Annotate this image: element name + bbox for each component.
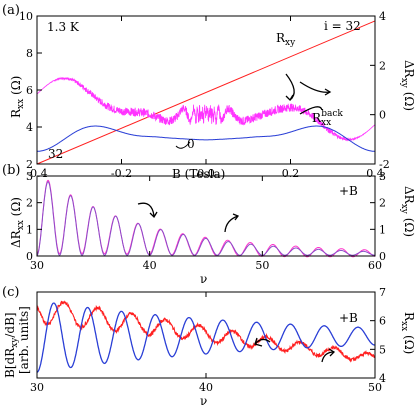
panel-c-ylabel-left-2: [arb. units] bbox=[17, 306, 31, 374]
y-tick-label-right: 5 bbox=[379, 343, 386, 356]
arrow-rxxback bbox=[299, 106, 323, 115]
panel-c-ticks: 30 40 504 5 6 7 bbox=[30, 286, 386, 394]
panel-c-field-tag: +B bbox=[339, 311, 358, 325]
y-tick-label-left: 3 bbox=[26, 170, 33, 183]
annotation-rxxback: Rxxback bbox=[312, 109, 343, 128]
series-rxx-c bbox=[36, 300, 376, 363]
panel-b-label: (b) bbox=[2, 163, 20, 178]
arrowhead-rxy bbox=[285, 94, 294, 102]
y-tick-label-left: 0 bbox=[26, 250, 33, 263]
panel-b-data bbox=[36, 179, 376, 258]
panel-b-xlabel: ν bbox=[200, 272, 207, 286]
arrowhead-b-right bbox=[232, 213, 240, 221]
annotation-i32: i = 32 bbox=[324, 19, 361, 33]
annotation-rxy: Rxy bbox=[276, 31, 296, 48]
y-tick-label-left: 2 bbox=[26, 158, 33, 171]
arrow-zero bbox=[175, 141, 191, 149]
x-tick-label: 40 bbox=[143, 259, 157, 272]
y-tick-label-right: 6 bbox=[379, 315, 386, 328]
y-tick-label-right: 2 bbox=[379, 197, 386, 210]
panel-b-frame bbox=[36, 175, 376, 257]
panel-c-ylabel-left-1: B[dRxy/dB] bbox=[3, 312, 20, 378]
y-tick-label-left: 10 bbox=[19, 10, 33, 23]
x-tick-label: 0.2 bbox=[282, 167, 300, 180]
panel-a-ticks: -0.4 -0.2 0.0 0.2 0.4 2 4 6 8 10 -2 0 2 4 bbox=[19, 10, 390, 180]
arrowhead-c-left bbox=[254, 337, 263, 347]
arrowhead-drxy bbox=[324, 88, 332, 96]
panel-a-data bbox=[36, 20, 376, 165]
arrow-drxy bbox=[299, 81, 331, 93]
arrow-b-right bbox=[224, 215, 239, 233]
panel-a-label: (a) bbox=[2, 3, 20, 18]
x-tick-label: 40 bbox=[199, 381, 213, 394]
panel-b-field-tag: +B bbox=[339, 184, 358, 198]
y-tick-label-left: 8 bbox=[26, 47, 33, 60]
arrow-c-left bbox=[254, 338, 271, 345]
series-delta-rxy-b bbox=[36, 179, 376, 258]
y-tick-label-right: 4 bbox=[379, 10, 386, 23]
annotation-32: 32 bbox=[48, 147, 63, 161]
panel-c-frame bbox=[36, 291, 376, 379]
y-tick-label-right: 2 bbox=[379, 59, 386, 72]
x-tick-label: 50 bbox=[368, 381, 382, 394]
annotation-zero: 0 bbox=[187, 137, 195, 151]
panel-b-ylabel-right: ΔRxy (Ω) bbox=[399, 186, 416, 237]
y-tick-label-right: -2 bbox=[379, 158, 390, 171]
series-rxx-back bbox=[37, 125, 375, 152]
x-tick-label: -0.4 bbox=[26, 167, 47, 180]
series-delta-rxx-b bbox=[36, 181, 375, 256]
x-tick-label: 0.0 bbox=[197, 167, 215, 180]
y-tick-label-right: 1 bbox=[379, 223, 386, 236]
series-dRxy-c bbox=[36, 302, 375, 373]
panel-c-label: (c) bbox=[2, 285, 19, 300]
series-delta-rxy bbox=[36, 76, 376, 142]
y-tick-label-left: 2 bbox=[26, 197, 33, 210]
arrow-b-left bbox=[137, 202, 155, 217]
y-tick-label-left: 6 bbox=[26, 84, 33, 97]
x-tick-label: 0.4 bbox=[366, 167, 384, 180]
panel-b-ylabel-left: ΔRxx (Ω) bbox=[9, 197, 26, 248]
x-tick-label: 60 bbox=[368, 259, 382, 272]
arrow-c-right bbox=[321, 351, 335, 363]
series-rxy bbox=[36, 20, 376, 165]
y-tick-label-right: 0 bbox=[379, 109, 386, 122]
x-tick-label: 30 bbox=[30, 259, 44, 272]
panel-c-data bbox=[36, 300, 376, 373]
y-tick-label-right: 7 bbox=[379, 286, 386, 299]
y-tick-label-right: 3 bbox=[379, 170, 386, 183]
x-tick-label: 50 bbox=[255, 259, 269, 272]
x-tick-label: 30 bbox=[30, 381, 44, 394]
y-tick-label-left: 1 bbox=[26, 223, 33, 236]
panel-c-xlabel: ν bbox=[200, 394, 207, 408]
y-tick-label-right: 0 bbox=[379, 250, 386, 263]
panel-c-ylabel-right: Rxx (Ω) bbox=[399, 312, 416, 354]
x-tick-label: -0.2 bbox=[111, 167, 132, 180]
y-tick-label-left: 4 bbox=[26, 121, 33, 134]
arrowhead-c-right bbox=[328, 348, 336, 357]
arrowhead-b-left bbox=[149, 211, 158, 219]
panel-c: (c) 30 40 504 5 6 7 +B ν B[dRxy/dB] [arb. uni… bbox=[2, 285, 416, 408]
panel-a-ylabel-left: Rxx (Ω) bbox=[9, 76, 26, 118]
panel-a: (a) -0.4 -0.2 0.0 0.2 0.4 2 4 6 8 10 -2 0 2 4 1.3 K i… bbox=[2, 3, 416, 181]
temperature-label: 1.3 K bbox=[47, 20, 80, 34]
y-tick-label-right: 4 bbox=[379, 372, 386, 385]
panel-a-xlabel: B (Tesla) bbox=[172, 167, 225, 181]
panel-a-ylabel-right: ΔRxy (Ω) bbox=[399, 60, 416, 111]
